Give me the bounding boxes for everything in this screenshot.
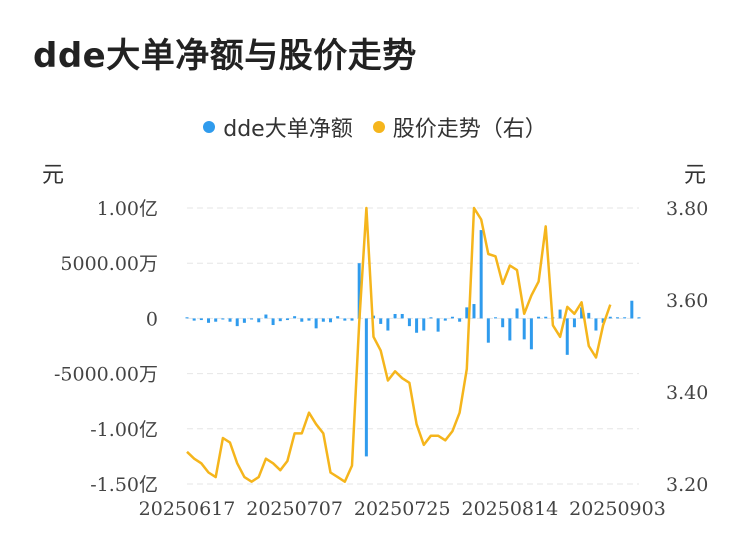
dde-bar	[529, 318, 533, 350]
dde-bar	[479, 230, 483, 319]
dde-bar	[357, 263, 361, 319]
dde-bar	[364, 318, 368, 457]
dde-bar	[271, 318, 275, 326]
dde-bar	[321, 318, 325, 322]
dde-bar	[494, 317, 498, 319]
legend-marker-price	[372, 121, 385, 133]
dde-bar	[393, 313, 397, 319]
dde-bar	[285, 318, 289, 321]
dde-bar	[587, 312, 591, 319]
dde-bar	[544, 316, 548, 319]
dde-bar	[221, 318, 225, 320]
legend-label-dde: dde大单净额	[223, 117, 353, 142]
right-tick-label: 3.40	[666, 382, 708, 404]
dde-bar	[637, 317, 641, 319]
dde-bar	[572, 318, 576, 328]
dde-bar	[264, 314, 268, 319]
dde-bar	[336, 316, 340, 319]
dde-bar	[472, 304, 476, 319]
dde-bar	[407, 318, 411, 327]
dde-bar	[558, 309, 562, 319]
legend-label-price: 股价走势（右）	[392, 117, 547, 142]
x-tick-label: 20250814	[461, 498, 558, 520]
left-tick-label: -1.50亿	[90, 474, 158, 496]
dde-bar	[250, 318, 254, 320]
dde-bar	[185, 317, 189, 319]
dde-bar	[278, 318, 282, 322]
dde-bar	[615, 317, 619, 319]
right-tick-label: 3.80	[666, 198, 708, 220]
dde-bar	[465, 307, 469, 319]
right-tick-label: 3.60	[666, 290, 708, 312]
dde-bar	[214, 318, 218, 322]
dde-bar	[436, 318, 440, 332]
dde-bar	[429, 317, 433, 319]
left-axis-unit: 元	[42, 163, 65, 188]
legend-item-dde[interactable]: dde大单净额	[203, 111, 353, 143]
dde-bar	[594, 318, 598, 331]
dde-bar	[450, 316, 454, 319]
x-tick-label: 20250725	[354, 498, 451, 520]
legend-marker-dde	[203, 121, 216, 133]
left-tick-label: 1.00亿	[97, 198, 158, 220]
left-tick-label: 5000.00万	[60, 253, 158, 275]
dde-bar	[623, 317, 627, 319]
dde-bar	[300, 318, 304, 322]
left-tick-label: -1.00亿	[90, 419, 158, 441]
dde-bar	[328, 318, 332, 323]
x-tick-label: 20250707	[246, 498, 343, 520]
dde-bar	[350, 318, 354, 321]
left-tick-label: -5000.00万	[54, 364, 158, 386]
dde-bar	[314, 318, 318, 329]
right-axis-unit: 元	[684, 163, 707, 188]
legend-item-price[interactable]: 股价走势（右）	[372, 111, 547, 143]
dde-bar	[257, 318, 261, 323]
chart-title: dde大单净额与股价走势	[33, 36, 417, 76]
dde-bar	[228, 318, 232, 322]
dde-bar	[386, 318, 390, 331]
dde-bar	[242, 318, 246, 323]
dde-bar	[486, 318, 490, 343]
dde-bar	[192, 318, 196, 321]
dde-bar	[630, 300, 634, 319]
dde-bar	[522, 318, 526, 340]
dde-bar	[415, 318, 419, 333]
dde-bar	[307, 318, 311, 321]
dde-bar	[422, 318, 426, 331]
dde-bar	[293, 316, 297, 319]
dde-bar	[199, 318, 203, 321]
dde-bar	[379, 318, 383, 324]
dde-bar	[343, 318, 347, 321]
dde-bar	[207, 318, 211, 323]
price-line	[186, 206, 612, 483]
dde-bar	[400, 313, 404, 319]
left-tick-label: 0	[146, 308, 158, 330]
right-tick-label: 3.20	[666, 474, 708, 496]
dde-bar	[501, 318, 505, 328]
dde-bar	[580, 307, 584, 319]
dde-bar	[508, 318, 512, 341]
dde-bar	[601, 318, 605, 323]
x-tick-label: 20250617	[139, 498, 236, 520]
dde-bar	[235, 318, 239, 327]
dde-bar	[608, 316, 612, 319]
legend: dde大单净额 股价走势（右）	[0, 111, 750, 143]
dde-bar	[565, 318, 569, 355]
dde-bar	[458, 318, 462, 322]
dde-bar	[515, 308, 519, 319]
dde-bar	[537, 316, 541, 319]
x-tick-label: 20250903	[569, 498, 666, 520]
dde-bar	[443, 318, 447, 321]
